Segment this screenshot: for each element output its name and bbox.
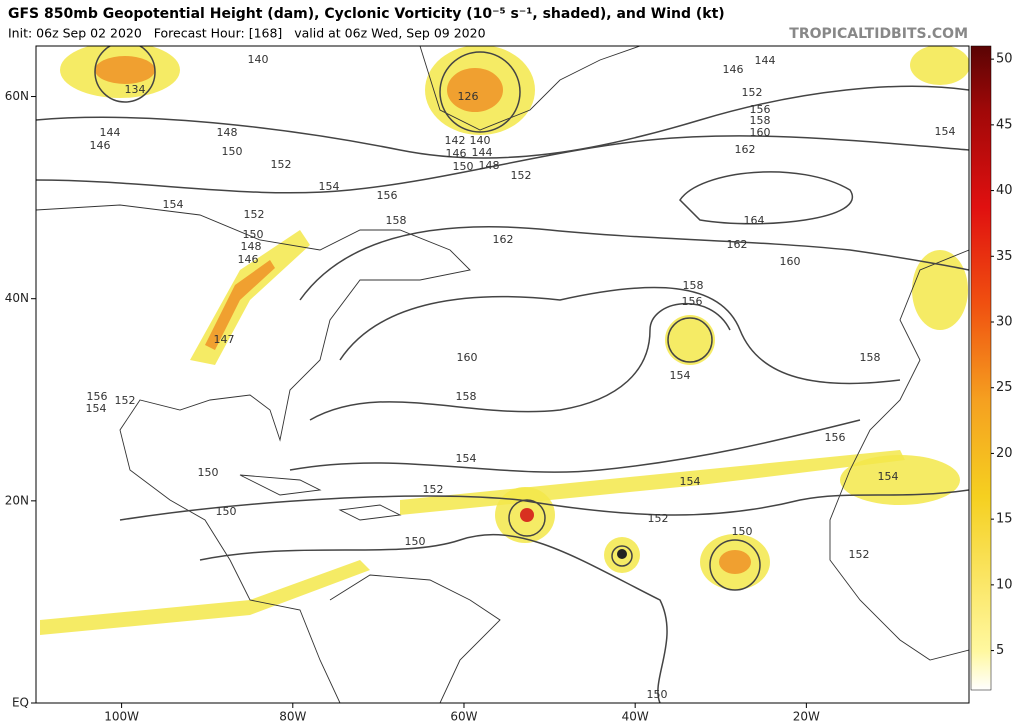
contour-label: 160 (457, 351, 478, 364)
colorbar-label: 50 (996, 52, 1013, 67)
contour-label: 156 (87, 390, 108, 403)
contour-label: 150 (647, 688, 668, 701)
contour-label: 148 (479, 159, 500, 172)
contour-label: 152 (511, 169, 532, 182)
title: GFS 850mb Geopotential Height (dam), Cyc… (8, 6, 725, 22)
contour-label: 152 (115, 394, 136, 407)
contour-label: 158 (456, 390, 477, 403)
brand: TROPICALTIDBITS.COM (789, 26, 968, 42)
colorbar (970, 45, 992, 691)
contour-label: 134 (125, 83, 146, 96)
lat-label: 20N (5, 493, 29, 507)
colorbar-label: 25 (996, 380, 1013, 395)
contour-label: 150 (216, 505, 237, 518)
contour-label: 152 (849, 548, 870, 561)
contour-label: 154 (86, 402, 107, 415)
contour-label: 154 (878, 470, 899, 483)
colorbar-label: 5 (996, 643, 1004, 658)
contour-label: 154 (319, 180, 340, 193)
contour-label: 152 (271, 158, 292, 171)
coastlines (36, 46, 969, 703)
contour-label: 150 (453, 160, 474, 173)
contour-label: 140 (248, 53, 269, 66)
lon-label: 20W (793, 710, 820, 724)
lat-label: 60N (5, 89, 29, 103)
contour-label: 160 (750, 126, 771, 139)
colorbar-label: 15 (996, 512, 1013, 527)
contour-label: 146 (723, 63, 744, 76)
contour-label: 158 (750, 114, 771, 127)
height-contours (36, 46, 969, 703)
map-frame (35, 45, 970, 704)
contour-label: 150 (243, 228, 264, 241)
contour-label: 140 (470, 134, 491, 147)
contour-label: 150 (405, 535, 426, 548)
contour-label: 144 (100, 126, 121, 139)
contour-labels: 1341401261461441521561581601621541441461… (86, 53, 956, 701)
colorbar-ticks: 5 10 15 20 25 30 35 40 45 50 (991, 52, 1013, 658)
contour-label: 148 (217, 126, 238, 139)
contour-label: 156 (750, 103, 771, 116)
contour-label: 154 (670, 369, 691, 382)
contour-label: 164 (744, 214, 765, 227)
contour-label: 148 (241, 240, 262, 253)
contour-label: 156 (377, 189, 398, 202)
contour-label: 150 (198, 466, 219, 479)
contour-label: 158 (386, 214, 407, 227)
contour-label: 152 (742, 86, 763, 99)
colorbar-label: 40 (996, 183, 1013, 198)
contour-label: 154 (456, 452, 477, 465)
contour-label: 158 (860, 351, 881, 364)
lon-label: 40W (622, 710, 649, 724)
contour-label: 150 (222, 145, 243, 158)
colorbar-label: 20 (996, 446, 1013, 461)
axes: 100W 80W 60W 40W 20W 60N 40N 20N EQ (5, 89, 820, 723)
contour-label: 162 (727, 238, 748, 251)
map: 1341401261461441521561581601621541441461… (36, 46, 969, 703)
init-line: Init: 06z Sep 02 2020 Forecast Hour: [16… (8, 26, 486, 41)
contour-label: 160 (780, 255, 801, 268)
lat-label: 40N (5, 291, 29, 305)
contour-label: 158 (683, 279, 704, 292)
contour-label: 154 (935, 125, 956, 138)
colorbar-label: 35 (996, 249, 1013, 264)
colorbar-label: 45 (996, 117, 1013, 132)
contour-label: 152 (244, 208, 265, 221)
contour-label: 154 (163, 198, 184, 211)
contour-label: 126 (458, 90, 479, 103)
contour-label: 144 (755, 54, 776, 67)
contour-label: 162 (735, 143, 756, 156)
contour-label: 152 (423, 483, 444, 496)
lon-label: 60W (450, 710, 477, 724)
lon-label: 100W (104, 710, 139, 724)
contour-label: 156 (682, 295, 703, 308)
contour-label: 144 (472, 146, 493, 159)
colorbar-label: 10 (996, 577, 1013, 592)
contour-label: 154 (680, 475, 701, 488)
contour-label: 142 (445, 134, 466, 147)
contour-label: 150 (732, 525, 753, 538)
contour-label: 146 (446, 147, 467, 160)
contour-label: 152 (648, 512, 669, 525)
contour-label: 156 (825, 431, 846, 444)
colorbar-label: 30 (996, 315, 1013, 330)
contour-label: 162 (493, 233, 514, 246)
lon-label: 80W (279, 710, 306, 724)
contour-label: 147 (214, 333, 235, 346)
lat-label: EQ (12, 696, 29, 710)
contour-label: 146 (238, 253, 259, 266)
contour-label: 146 (90, 139, 111, 152)
